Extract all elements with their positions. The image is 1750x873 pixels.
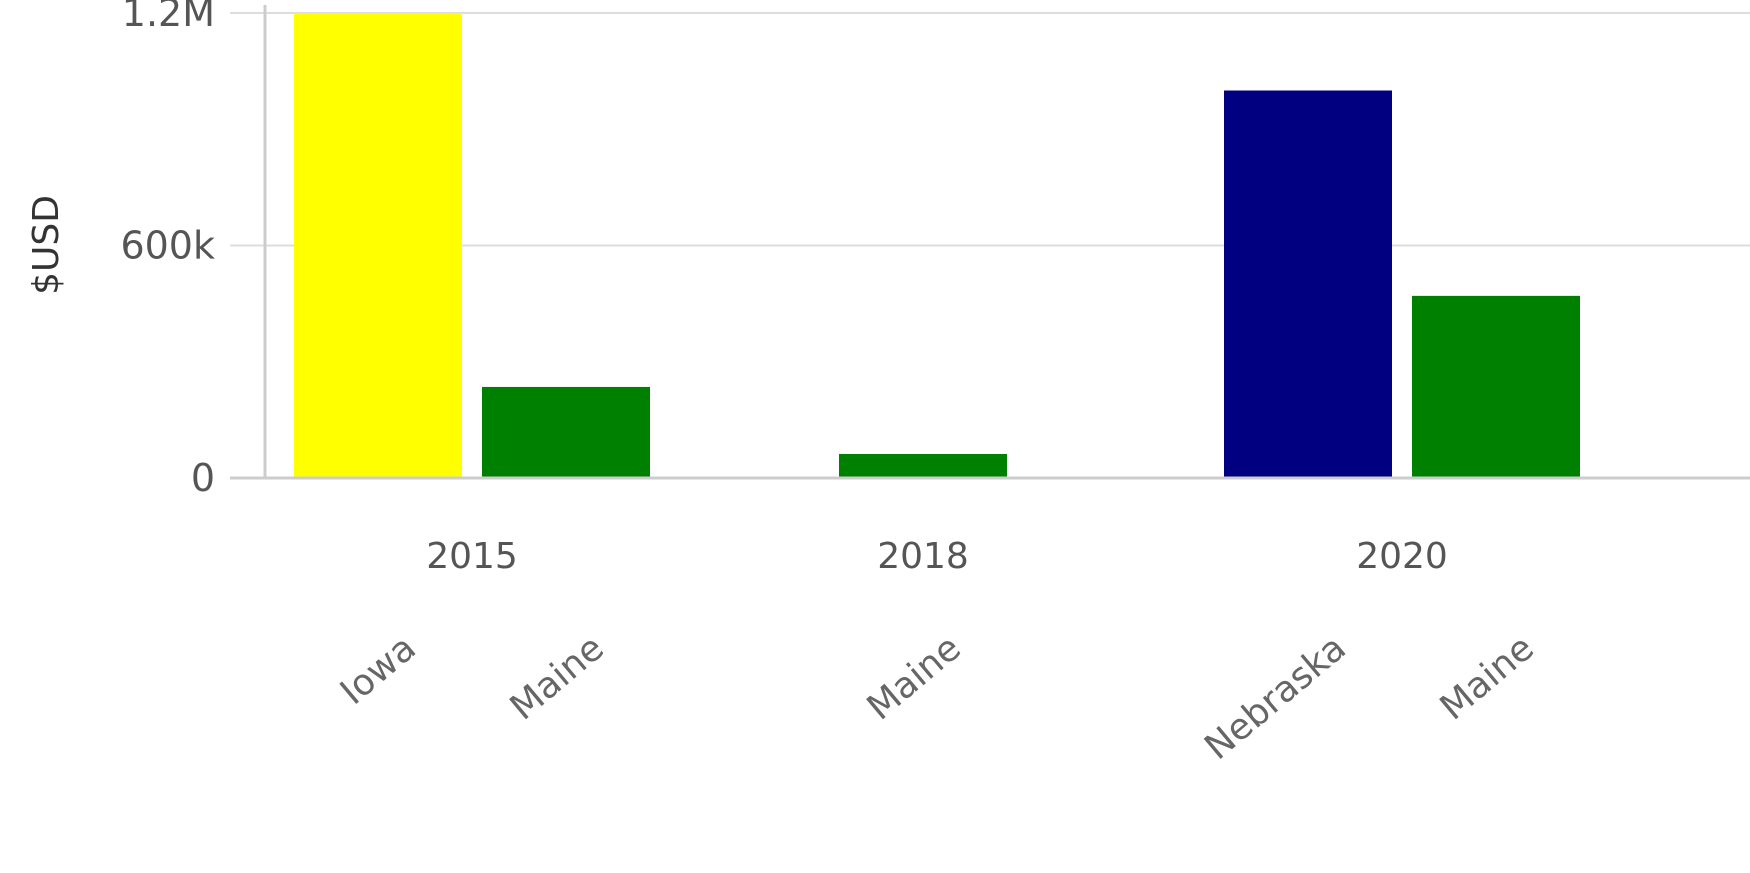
x-category-label: 2015	[426, 536, 518, 577]
bar-nebraska-2020[interactable]	[1224, 90, 1392, 479]
y-axis-title: $USD	[26, 195, 67, 295]
y-tick-label: 1.2M	[122, 0, 215, 35]
bars	[294, 13, 1580, 478]
bar-maine-2015[interactable]	[482, 386, 650, 478]
bar-label: Maine	[503, 627, 612, 728]
bar-label: Maine	[1433, 627, 1542, 728]
bar-iowa-2015[interactable]	[294, 13, 462, 478]
bar-label: Nebraska	[1197, 627, 1353, 768]
y-tick-label: 600k	[120, 224, 215, 268]
x-category-label: 2020	[1356, 536, 1448, 577]
gridlines	[230, 12, 1750, 247]
x-category-label: 2018	[877, 536, 969, 577]
bar-maine-2018[interactable]	[839, 453, 1007, 478]
bar-label: Maine	[860, 627, 969, 728]
y-tick-label: 0	[191, 456, 215, 500]
bar-maine-2020[interactable]	[1412, 295, 1580, 478]
axes	[230, 5, 1750, 480]
bar-label: Iowa	[333, 627, 424, 713]
